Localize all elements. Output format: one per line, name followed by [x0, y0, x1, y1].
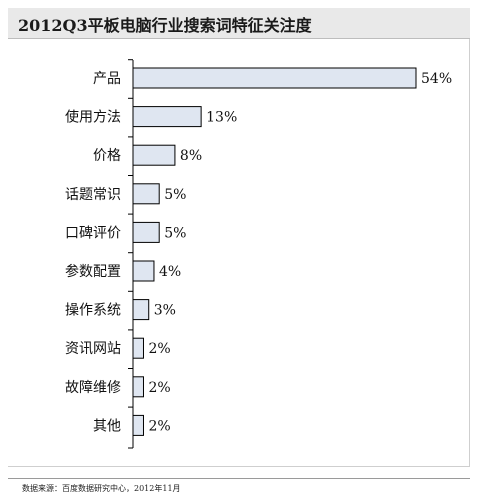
value-label-3: 5% [164, 187, 186, 203]
category-label-4: 口碑评价 [65, 225, 121, 241]
source-note: 数据来源：百度数据研究中心，2012年11月 [22, 484, 181, 493]
bar-7 [132, 337, 144, 359]
footer-divider [8, 478, 470, 479]
bar-5 [132, 260, 155, 282]
value-label-8: 2% [148, 380, 170, 396]
category-label-5: 参数配置 [65, 263, 121, 280]
bar-3 [132, 183, 160, 205]
value-label-9: 2% [148, 418, 170, 434]
value-label-6: 3% [154, 303, 176, 319]
chart-title: 2012Q3平板电脑行业搜索词特征关注度 [18, 16, 312, 35]
value-label-1: 13% [206, 110, 237, 126]
chart-frame [8, 39, 470, 467]
category-label-6: 操作系统 [65, 303, 121, 319]
value-label-2: 8% [180, 148, 202, 164]
value-label-4: 5% [164, 225, 186, 241]
bar-8 [132, 376, 144, 398]
bar-chart: 产品 54% 使用方法 13% 价格 8% 话题常识 5% 口碑评价 5% 参数配置 4% 操作系统 3%… [65, 59, 452, 449]
category-label-1: 使用方法 [65, 109, 121, 126]
category-label-8: 故障维修 [65, 380, 121, 396]
title-bar: 2012Q3平板电脑行业搜索词特征关注度 [8, 8, 470, 39]
bar-6 [132, 299, 150, 321]
bar-4 [132, 221, 160, 243]
category-label-3: 话题常识 [65, 187, 121, 203]
category-label-9: 其他 [93, 418, 121, 434]
category-label-2: 价格 [93, 148, 121, 164]
bar-1 [132, 106, 202, 128]
value-label-5: 4% [159, 264, 181, 280]
value-label-7: 2% [148, 341, 170, 357]
category-label-7: 资讯网站 [65, 341, 121, 357]
category-label-0: 产品 [93, 71, 121, 87]
value-label-0: 54% [421, 71, 452, 87]
bar-9 [132, 414, 144, 436]
bar-2 [132, 144, 176, 166]
bar-0 [132, 67, 417, 89]
